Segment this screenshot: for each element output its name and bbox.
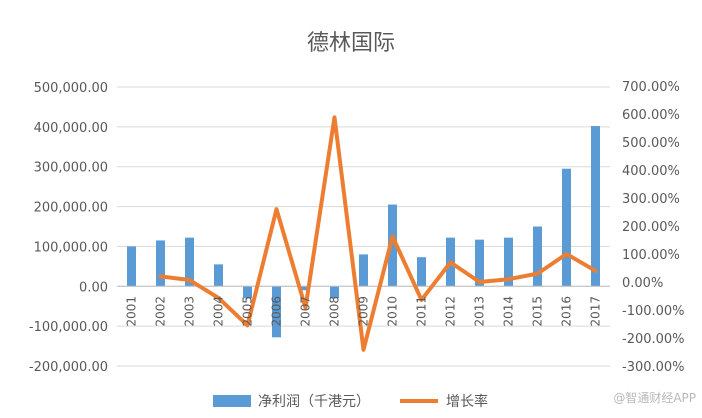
bar	[156, 240, 165, 287]
x-tick-label: 2001	[125, 296, 139, 327]
right-tick-label: 700.00%	[622, 80, 680, 95]
left-tick-label: 300,000.00	[34, 161, 108, 176]
line-point	[218, 297, 219, 299]
x-tick-label: 2007	[299, 296, 313, 327]
bar	[388, 204, 397, 287]
x-tick-label: 2016	[560, 296, 574, 327]
right-tick-label: -200.00%	[622, 332, 685, 347]
left-tick-label: 0.00	[79, 280, 108, 295]
legend-bar-label: 净利润（千港元）	[258, 394, 370, 410]
right-tick-label: -300.00%	[622, 360, 685, 375]
bar	[301, 286, 310, 291]
bar	[127, 246, 136, 287]
right-y-axis: 700.00% 600.00% 500.00% 400.00% 300.00% 200.0…	[622, 80, 685, 375]
line-point	[334, 116, 335, 118]
right-tick-label: 500.00%	[622, 136, 680, 151]
x-tick-label: 2006	[270, 296, 284, 327]
line-point	[392, 235, 393, 237]
legend-bar-swatch	[213, 395, 251, 407]
x-tick-label: 2017	[589, 296, 603, 327]
x-tick-label: 2008	[328, 296, 342, 327]
left-tick-label: 500,000.00	[34, 81, 108, 96]
x-tick-label: 2014	[502, 296, 516, 327]
line-point	[160, 275, 161, 277]
bar	[214, 264, 223, 287]
bar	[504, 237, 513, 287]
line-point	[566, 253, 567, 255]
line-point	[276, 208, 277, 210]
line-series	[158, 115, 598, 352]
bar	[562, 168, 571, 287]
line-point	[421, 299, 422, 301]
chart-title: 德林国际	[307, 31, 395, 56]
x-tick-label: 2005	[241, 296, 255, 327]
bar	[417, 257, 426, 287]
line-point	[537, 273, 538, 275]
bar	[533, 226, 542, 287]
x-axis: 2001 2002 2003 2004 2005 2006 2007 2008 2009 2010…	[125, 296, 603, 327]
x-tick-label: 2004	[212, 296, 226, 327]
line-point	[508, 278, 509, 280]
left-tick-label: -100,000.00	[29, 320, 108, 335]
x-tick-label: 2011	[415, 296, 429, 327]
left-tick-label: 400,000.00	[34, 121, 108, 136]
line-point	[479, 281, 480, 283]
line-point	[363, 349, 364, 351]
x-tick-label: 2013	[473, 296, 487, 327]
right-tick-label: 0.00%	[622, 276, 663, 291]
bar	[185, 237, 194, 287]
line-point	[247, 324, 248, 326]
bar	[475, 239, 484, 287]
bar	[243, 286, 252, 299]
x-tick-label: 2009	[357, 296, 371, 327]
legend-line-label: 增长率	[446, 393, 488, 410]
left-tick-label: -200,000.00	[29, 360, 108, 375]
right-tick-label: 200.00%	[622, 220, 680, 235]
left-tick-label: 100,000.00	[34, 240, 108, 255]
bar	[330, 286, 339, 299]
x-tick-label: 2010	[386, 296, 400, 327]
line-point	[305, 307, 306, 309]
left-tick-label: 200,000.00	[34, 201, 108, 216]
growth-line	[158, 115, 598, 352]
bar	[272, 286, 281, 338]
x-tick-label: 2002	[154, 296, 168, 327]
right-tick-label: -100.00%	[622, 304, 685, 319]
bar	[591, 126, 600, 287]
legend: 净利润（千港元） 增长率	[213, 393, 488, 410]
x-tick-label: 2015	[531, 296, 545, 327]
bar	[359, 254, 368, 287]
right-tick-label: 100.00%	[622, 248, 680, 263]
x-tick-label: 2003	[183, 296, 197, 327]
line-point	[189, 279, 190, 281]
line-point	[450, 261, 451, 263]
right-tick-label: 300.00%	[622, 192, 680, 207]
line-point	[595, 270, 596, 272]
right-tick-label: 600.00%	[622, 108, 680, 123]
watermark: @智通财经APP	[613, 390, 696, 405]
left-y-axis: 500,000.00 400,000.00 300,000.00 200,000.00…	[29, 81, 108, 375]
right-tick-label: 400.00%	[622, 164, 680, 179]
x-tick-label: 2012	[444, 296, 458, 327]
